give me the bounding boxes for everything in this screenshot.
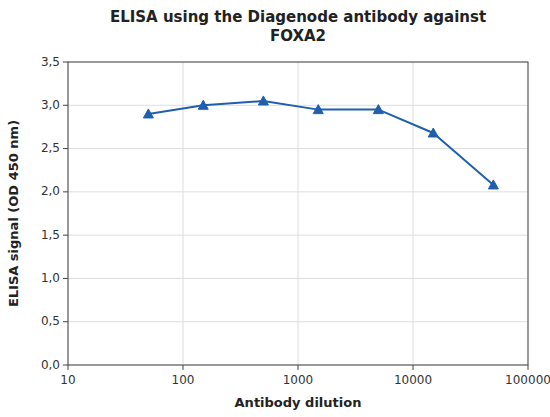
x-tick — [298, 365, 299, 370]
x-tick-label: 100 — [172, 373, 195, 387]
y-tick — [63, 191, 68, 192]
data-point — [313, 105, 323, 114]
y-tick — [63, 148, 68, 149]
data-point — [198, 100, 208, 109]
y-tick-label: 1,0 — [41, 271, 60, 285]
data-group — [143, 96, 498, 189]
y-tick-label: 3,0 — [41, 98, 60, 112]
x-tick — [68, 365, 69, 370]
x-tick-label: 1000 — [283, 373, 314, 387]
x-axis-label: Antibody dilution — [235, 395, 362, 410]
y-tick-label: 1,5 — [41, 228, 60, 242]
data-point — [488, 180, 498, 189]
grid — [68, 62, 528, 365]
y-tick — [63, 278, 68, 279]
chart-container: 0,0 0,5 1,0 1,5 2,0 2,5 3,0 3,5 10 100 1000 10000 10… — [0, 0, 550, 417]
x-tick — [413, 365, 414, 370]
data-point — [258, 96, 268, 105]
y-tick — [63, 105, 68, 106]
chart-svg: 0,0 0,5 1,0 1,5 2,0 2,5 3,0 3,5 10 100 1000 10000 10… — [0, 0, 550, 417]
data-point — [373, 105, 383, 114]
x-tick-label: 10000 — [394, 373, 432, 387]
y-tick-label: 3,5 — [41, 55, 60, 69]
y-axis-label: ELISA signal (OD 450 nm) — [6, 120, 21, 307]
y-tick-label: 2,5 — [41, 141, 60, 155]
y-tick-label: 0,0 — [41, 358, 60, 372]
plot-frame — [68, 62, 528, 365]
y-tick — [63, 321, 68, 322]
x-tick — [528, 365, 529, 370]
y-tick — [63, 365, 68, 366]
x-tick-label: 10 — [60, 373, 75, 387]
y-tick-label: 0,5 — [41, 314, 60, 328]
chart-title: ELISA using the Diagenode antibody again… — [110, 8, 486, 45]
chart-title-line: FOXA2 — [270, 27, 326, 45]
x-tick-label: 100000 — [505, 373, 550, 387]
y-tick — [63, 62, 68, 63]
x-grid-line — [413, 62, 414, 365]
data-line — [148, 101, 493, 185]
axes: 0,0 0,5 1,0 1,5 2,0 2,5 3,0 3,5 10 100 1000 10000 10… — [41, 55, 550, 388]
y-tick-label: 2,0 — [41, 184, 60, 198]
y-tick — [63, 235, 68, 236]
plot-area — [68, 62, 528, 365]
chart-title-line: ELISA using the Diagenode antibody again… — [110, 8, 486, 26]
data-point — [143, 109, 153, 118]
x-tick — [183, 365, 184, 370]
data-point — [428, 128, 438, 137]
